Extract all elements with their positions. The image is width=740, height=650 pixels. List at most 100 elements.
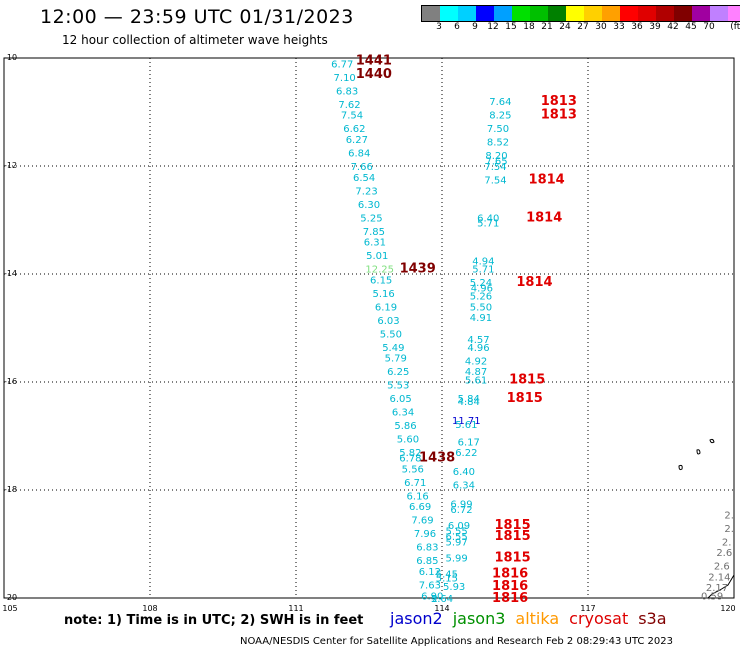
wave-height-label: 6.25 [387,367,409,378]
wave-height-label: 6.05 [390,394,412,405]
time-label: 1816 [492,579,528,594]
colorbar-swatch [674,6,692,21]
wave-height-label: 6.27 [346,135,368,146]
wave-height-label: 6.84 [348,149,370,160]
wave-height-label: 6.83 [416,543,438,554]
wave-height-label: 7.10 [334,73,356,84]
colorbar-label: 18 [523,22,535,32]
colorbar-swatch [548,6,566,21]
wave-height-label: 6.99 [450,500,472,511]
time-label: 1441 [356,54,392,69]
wave-height-label: 4.57 [467,335,489,346]
wave-height-label: 7.66 [351,162,373,173]
island-shape [696,449,701,455]
time-label: 1813 [541,108,577,123]
time-label: 1816 [492,591,528,606]
wave-height-label: 4.91 [470,313,492,324]
wave-height-label: 6.54 [353,173,375,184]
time-label: 1813 [541,94,577,109]
wave-height-label: 5.26 [470,292,492,303]
time-label: 1815 [494,518,530,533]
colorbar-swatch [494,6,512,21]
wave-height-label: 6.22 [455,448,477,459]
wave-height-label: 4.87 [465,367,487,378]
wave-height-label: 2.6 [714,562,730,573]
time-label: 1815 [507,391,543,406]
colorbar-label: 33 [613,22,625,32]
colorbar-swatch [422,6,440,21]
colorbar [421,5,740,22]
legend-jason3: jason3 [452,609,506,628]
colorbar-label: 70 [703,22,715,32]
wave-height-label: 6.31 [364,238,386,249]
wave-height-label: 11.71 [452,416,481,427]
colorbar-label: 39 [649,22,661,32]
wave-height-label: 5.50 [380,329,402,340]
wave-height-label: 7.54 [484,162,506,173]
colorbar-swatch [638,6,656,21]
wave-height-label: 7.54 [341,111,363,122]
colorbar-label: 9 [472,22,478,32]
wave-height-label: 5.45 [436,570,458,581]
map-frame [3,57,735,599]
colorbar-swatch [566,6,584,21]
latitude-label: -12 [4,161,18,170]
wave-height-label: 7.62 [338,100,360,111]
wave-height-label: 5.61 [455,420,477,431]
wave-height-label: 5.01 [366,251,388,262]
wave-height-label: 6.77 [331,59,353,70]
wave-height-label: 4.96 [467,343,489,354]
wave-height-label: 7.69 [411,516,433,527]
wave-height-label: 2.6 [716,548,732,559]
legend-jason2: jason2 [390,609,443,628]
wave-height-label: 7.85 [363,227,385,238]
wave-height-label: 5.49 [382,343,404,354]
wave-height-label: 8.52 [487,138,509,149]
latitude-label: -16 [4,377,18,386]
colorbar-swatch [512,6,530,21]
longitude-label: 108 [142,604,158,613]
island-shape [678,464,683,471]
longitude-label: 105 [2,604,18,613]
colorbar-label: 42 [667,22,679,32]
colorbar-swatch [458,6,476,21]
colorbar-swatch [656,6,674,21]
colorbar-swatch [710,6,728,21]
wave-height-label: 5.61 [465,375,487,386]
wave-height-label: 6.17 [458,437,480,448]
island-shape [709,438,715,444]
wave-height-label: 6.62 [343,124,365,135]
wave-height-label: 2.17 [706,583,728,594]
wave-height-label: 7.23 [355,186,377,197]
colorbar-swatch [530,6,548,21]
latitude-label: -14 [4,269,18,278]
wave-height-label: 6.19 [375,302,397,313]
wave-height-label: 6.83 [336,86,358,97]
wave-height-label: 6.78 [399,454,421,465]
wave-height-label: 6.03 [377,316,399,327]
time-label: 1814 [516,275,552,290]
colorbar-swatch [476,6,494,21]
wave-height-label: 6.16 [407,491,429,502]
wave-height-label: 6.15 [370,275,392,286]
legend-altika: altika [515,609,560,628]
wave-height-label: 5.16 [372,289,394,300]
note-text: note: 1) Time is in UTC; 2) SWH is in fe… [64,613,364,628]
wave-height-label: 5.50 [470,302,492,313]
wave-height-label: 7.63 [419,581,441,592]
wave-height-label: 6.71 [404,478,426,489]
wave-height-label: 2 [432,594,438,605]
wave-height-label: 8.20 [485,151,507,162]
wave-height-label: 2. [724,510,734,521]
wave-height-label: 6.72 [450,505,472,516]
chart-subtitle: 12 hour collection of altimeter wave hei… [62,33,328,47]
wave-height-label: 7.65 [485,157,507,168]
legend-cryosat: cryosat [569,609,629,628]
wave-height-markers: 6.777.106.837.627.546.626.276.847.666.54… [331,54,734,606]
time-label: 1814 [529,173,565,188]
longitude-label: 114 [434,604,450,613]
colorbar-swatch [584,6,602,21]
chart-title: 12:00 — 23:59 UTC 01/31/2023 [40,6,354,28]
wave-height-label: 7.96 [414,529,436,540]
wave-height-label: 4.84 [458,397,480,408]
